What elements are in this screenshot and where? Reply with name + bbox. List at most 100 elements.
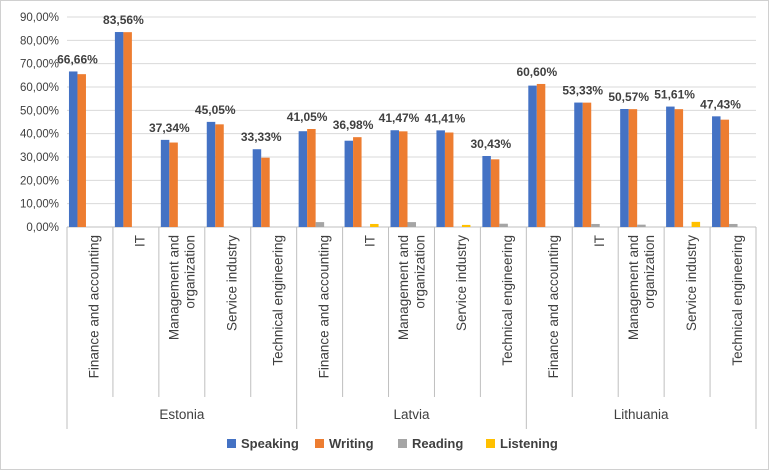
category-label: Technical engineering [270,235,285,366]
y-tick-label: 80,00% [20,35,59,47]
data-label: 36,98% [333,118,374,132]
bar-speaking [68,71,78,228]
category-label-line: Technical engineering [500,235,515,366]
legend-label: Writing [329,436,374,451]
legend-swatch-listening [486,439,495,448]
bar-writing [261,157,270,227]
y-tick-label: 60,00% [20,82,59,94]
bar-writing [169,142,178,227]
y-tick-label: 40,00% [20,129,59,141]
bar-writing [536,83,546,227]
category-label: Service industry [224,235,239,331]
group-label: Lithuania [614,407,669,422]
group-label: Estonia [159,407,205,422]
category-label-line: Management and [166,235,181,340]
data-label: 83,56% [103,13,144,27]
bar-writing [123,32,132,228]
category-label-line: Technical engineering [730,235,745,366]
category-label-line: organization [642,235,657,309]
bar-reading [591,223,600,227]
bar-speaking [666,106,675,227]
category-label: Technical engineering [500,235,515,366]
bar-writing [399,131,408,227]
bar-writing [444,132,454,227]
bar-listening [370,223,379,227]
y-tick-label: 20,00% [20,175,59,187]
data-label: 45,05% [195,103,236,117]
y-tick-label: 50,00% [20,105,59,117]
data-label: 51,61% [654,88,695,102]
bar-reading [637,224,646,227]
y-tick-label: 10,00% [20,199,59,211]
bar-speaking [620,109,629,227]
group-label: Latvia [393,407,430,422]
data-label: 33,33% [241,130,282,144]
legend-label: Reading [412,436,463,451]
bar-speaking [298,131,308,227]
bar-writing [490,159,500,227]
category-label-line: Technical engineering [270,235,285,366]
bar-speaking [252,149,262,227]
y-tick-label: 70,00% [20,59,59,71]
category-label-line: IT [133,235,148,247]
category-label-line: Service industry [684,235,699,331]
category-label: IT [133,235,148,247]
data-label: 53,33% [562,84,603,98]
bar-speaking [574,102,583,227]
category-label: IT [362,235,377,247]
category-label: IT [592,235,607,247]
category-label: Management andorganization [166,235,197,340]
category-label-line: Service industry [454,235,469,331]
category-label-line: Finance and accounting [87,235,102,378]
bar-writing [215,124,224,227]
category-label: Finance and accounting [546,235,561,378]
category-label: Service industry [684,235,699,331]
data-label: 50,57% [608,90,649,104]
category-label-line: organization [183,235,198,309]
bar-speaking [712,116,721,227]
bar-speaking [436,130,445,227]
legend-label: Speaking [241,436,299,451]
data-label: 41,41% [425,111,466,125]
category-label-line: organization [412,235,427,309]
bar-writing [720,119,730,227]
y-tick-label: 0,00% [26,222,59,234]
data-label: 37,34% [149,121,190,135]
category-label-line: Management and [396,235,411,340]
bar-speaking [114,32,124,227]
bar-writing [582,102,592,227]
category-label-line: IT [592,235,607,247]
category-label: Finance and accounting [87,235,102,378]
data-label: 41,05% [287,110,328,124]
bar-writing [353,137,362,227]
legend-label: Listening [500,436,558,451]
category-label: Finance and accounting [316,235,331,378]
bar-reading [499,223,508,227]
bar-writing [77,74,86,228]
category-label: Management andorganization [396,235,427,340]
bar-writing [674,109,684,227]
data-label: 47,43% [700,97,741,111]
category-label-line: Finance and accounting [316,235,331,378]
y-tick-label: 30,00% [20,152,59,164]
category-label: Technical engineering [730,235,745,366]
category-label-line: Management and [626,235,641,340]
legend-swatch-speaking [227,439,236,448]
bar-writing [628,109,638,227]
category-label: Management andorganization [626,235,657,340]
bar-writing [307,129,316,227]
bar-reading [407,222,416,227]
legend-swatch-reading [398,439,407,448]
data-label: 60,60% [516,65,557,79]
bar-reading [315,222,325,227]
category-label-line: Finance and accounting [546,235,561,378]
bar-reading [729,223,738,227]
bar-speaking [390,130,399,227]
category-label-line: IT [362,235,377,247]
category-label: Service industry [454,235,469,331]
bar-speaking [528,85,537,227]
bar-speaking [344,140,354,227]
category-label-line: Service industry [224,235,239,331]
data-label: 30,43% [471,137,512,151]
